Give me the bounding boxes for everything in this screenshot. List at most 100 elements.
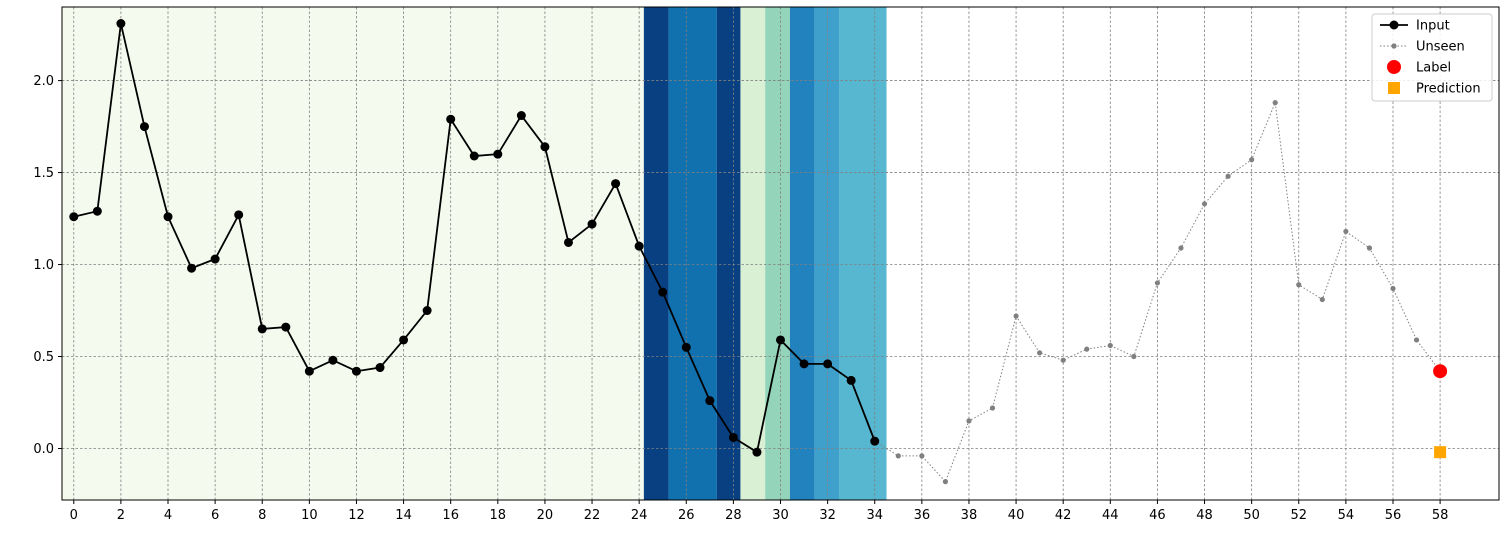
unseen-point [1225, 173, 1231, 179]
input-point [870, 436, 880, 446]
x-tick-label: 50 [1243, 508, 1260, 523]
input-point [257, 324, 267, 334]
unseen-point [1296, 282, 1302, 288]
unseen-point [966, 418, 972, 424]
input-point [752, 447, 762, 457]
x-tick-label: 30 [772, 508, 789, 523]
x-tick-label: 12 [348, 508, 365, 523]
unseen-point [1201, 201, 1208, 207]
input-point [540, 142, 550, 152]
input-point [634, 241, 644, 251]
unseen-point [1249, 157, 1255, 163]
x-tick-label: 52 [1290, 508, 1307, 523]
legend-label-marker [1387, 60, 1401, 74]
input-point [587, 219, 597, 229]
unseen-point [1154, 280, 1161, 286]
input-point [728, 432, 738, 442]
background-band [814, 7, 840, 500]
input-point [658, 287, 668, 297]
input-point [328, 355, 338, 365]
prediction-point [1434, 446, 1447, 459]
input-point [681, 342, 691, 352]
x-tick-label: 54 [1338, 508, 1355, 523]
background-band [62, 7, 644, 500]
x-tick-label: 58 [1432, 508, 1449, 523]
input-point [92, 206, 102, 216]
x-tick-label: 40 [1008, 508, 1025, 523]
input-point [563, 237, 573, 247]
background-band [716, 7, 741, 500]
x-tick-label: 8 [258, 508, 266, 523]
background-band [668, 7, 717, 500]
input-point [375, 363, 385, 373]
input-point [116, 19, 126, 29]
unseen-point [1060, 357, 1066, 363]
y-tick-label: 2.0 [33, 74, 54, 89]
unseen-point [919, 453, 925, 459]
input-point [799, 359, 809, 369]
y-tick-label: 0.0 [33, 442, 54, 457]
x-tick-label: 20 [537, 508, 554, 523]
legend-label: Input [1416, 19, 1450, 34]
unseen-point [1107, 342, 1113, 349]
legend-input-marker [1389, 20, 1399, 30]
legend-label: Label [1416, 61, 1451, 76]
unseen-point [1390, 285, 1396, 292]
unseen-point [1272, 100, 1278, 106]
unseen-point [1178, 245, 1184, 251]
input-point [234, 210, 244, 220]
unseen-point [1084, 346, 1090, 352]
input-point [823, 359, 833, 369]
x-tick-label: 22 [584, 508, 601, 523]
input-point [422, 306, 432, 316]
x-tick-label: 0 [70, 508, 78, 523]
background-band [839, 7, 887, 500]
background-band [740, 7, 766, 500]
input-point [446, 114, 456, 124]
x-axis: 0 2 4 6 8 10 12 14 16 18 20 22 24 26 28 30 32 34 36 38 40 42 4… [70, 500, 1449, 523]
input-point [139, 122, 149, 132]
y-tick-label: 1.0 [33, 258, 54, 273]
y-axis: 0.0 0.5 1.0 1.5 2.0 [33, 74, 62, 457]
background-bands [62, 7, 887, 500]
x-tick-label: 42 [1055, 508, 1072, 523]
legend-label: Unseen [1416, 40, 1465, 55]
x-tick-label: 16 [442, 508, 459, 523]
x-tick-label: 38 [961, 508, 978, 523]
background-band [765, 7, 790, 500]
x-tick-label: 18 [490, 508, 507, 523]
unseen-point [1413, 337, 1420, 343]
unseen-point [1037, 350, 1043, 356]
y-tick-label: 1.5 [33, 166, 54, 181]
legend-label: Prediction [1416, 82, 1481, 97]
input-point [187, 263, 197, 273]
y-tick-label: 0.5 [33, 350, 54, 365]
input-point [399, 335, 409, 345]
input-point [351, 366, 361, 376]
x-tick-label: 48 [1196, 508, 1213, 523]
x-tick-label: 44 [1102, 508, 1119, 523]
background-band [789, 7, 815, 500]
x-tick-label: 34 [866, 508, 883, 523]
x-tick-label: 56 [1385, 508, 1402, 523]
legend-unseen-marker [1391, 43, 1397, 49]
x-tick-label: 24 [631, 508, 648, 523]
legend-prediction-marker [1388, 82, 1400, 94]
input-point [776, 335, 785, 345]
unseen-point [1131, 353, 1137, 360]
x-tick-label: 26 [678, 508, 695, 523]
label-point [1433, 364, 1448, 379]
x-tick-label: 46 [1149, 508, 1166, 523]
input-point [705, 396, 715, 406]
x-tick-label: 36 [914, 508, 931, 523]
x-tick-label: 10 [301, 508, 318, 523]
x-tick-label: 2 [117, 508, 125, 523]
input-point [304, 366, 314, 376]
input-point [516, 111, 526, 121]
series-layer [69, 19, 1448, 485]
x-tick-label: 28 [725, 508, 742, 523]
input-point [493, 149, 503, 159]
x-tick-label: 6 [211, 508, 219, 523]
input-point [69, 212, 79, 222]
